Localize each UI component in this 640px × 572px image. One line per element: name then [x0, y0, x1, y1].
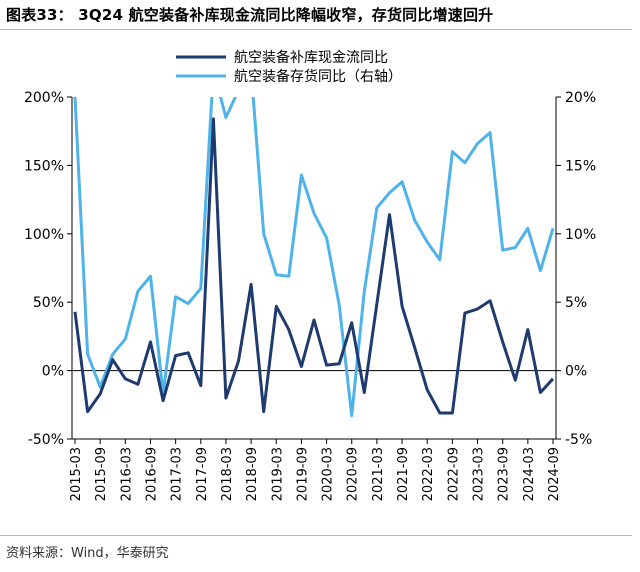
x-tick-label: 2023-09	[497, 447, 512, 501]
right-tick-label: 15%	[565, 158, 596, 174]
title-divider	[0, 29, 632, 30]
x-tick-label: 2021-09	[396, 447, 411, 501]
left-tick-label: 0%	[42, 364, 64, 380]
left-tick-label: 50%	[33, 295, 64, 311]
x-tick-label: 2015-03	[69, 447, 84, 501]
x-tick-label: 2021-03	[371, 447, 386, 501]
plot-area	[73, 97, 555, 418]
left-tick-label: -50%	[28, 432, 64, 448]
x-tick-label: 2018-03	[220, 447, 235, 501]
series-line-inventory	[73, 97, 555, 418]
left-tick-label: 200%	[24, 90, 64, 106]
x-tick-label: 2017-03	[170, 447, 185, 501]
chart-title: 图表33： 3Q24 航空装备补库现金流同比降幅收窄，存货同比增速回升	[6, 6, 494, 24]
x-tick-label: 2020-09	[346, 447, 361, 501]
right-tick-label: 20%	[565, 90, 596, 106]
right-tick-label: -5%	[565, 432, 592, 448]
source-divider	[0, 535, 632, 536]
right-tick-label: 0%	[565, 364, 587, 380]
tick-labels: -50% 0% 50% 100% 150% 200% -5% 0% 5% 10% 15% 20% 201…	[24, 90, 596, 501]
x-tick-label: 2016-03	[119, 447, 134, 501]
x-tick-label: 2017-09	[195, 447, 210, 501]
x-tick-label: 2019-03	[270, 447, 285, 501]
right-tick-label: 5%	[565, 295, 587, 311]
left-tick-label: 150%	[24, 158, 64, 174]
x-tick-label: 2024-03	[522, 447, 537, 501]
x-tick-label: 2019-09	[295, 447, 310, 501]
legend-label-inventory: 航空装备存货同比（右轴）	[234, 68, 402, 85]
x-tick-label: 2022-09	[446, 447, 461, 501]
right-tick-label: 10%	[565, 227, 596, 243]
x-tick-label: 2022-03	[421, 447, 436, 501]
x-tick-label: 2018-09	[245, 447, 260, 501]
x-tick-label: 2024-09	[547, 447, 562, 501]
axes	[67, 96, 561, 444]
x-tick-label: 2015-09	[94, 447, 109, 501]
x-tick-label: 2023-03	[472, 447, 487, 501]
x-tick-label: 2016-09	[144, 447, 159, 501]
x-tick-label: 2020-03	[321, 447, 336, 501]
source-note: 资料来源：Wind，华泰研究	[6, 546, 169, 561]
series-line-cashflow	[73, 117, 555, 415]
legend-label-cashflow: 航空装备补库现金流同比	[234, 49, 388, 66]
left-tick-label: 100%	[24, 227, 64, 243]
